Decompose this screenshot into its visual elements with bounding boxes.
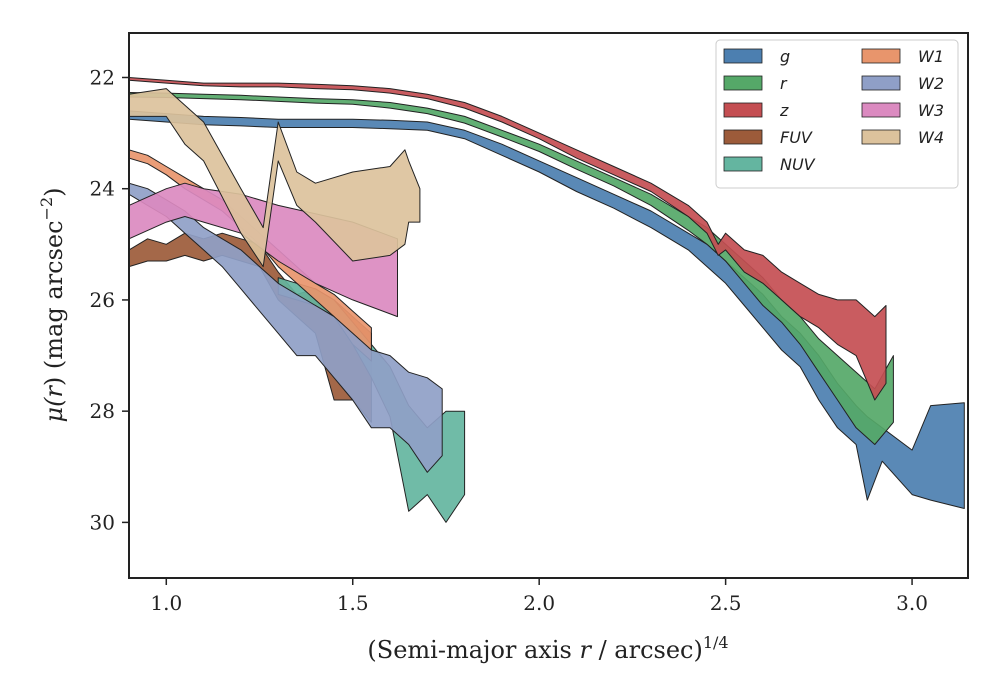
legend-label-w4: W4 (918, 128, 944, 147)
legend-swatch-nuv (723, 156, 763, 172)
band-r (129, 92, 894, 445)
y-tick-label: 22 (90, 65, 115, 89)
y-tick-label: 30 (90, 510, 115, 534)
legend-swatch-w2 (861, 75, 901, 91)
x-tick-label: 1.0 (150, 591, 182, 615)
legend-label-z: z (779, 101, 789, 120)
legend-label-g: g (780, 47, 790, 66)
y-axis-label: μ(r) (mag arcsec−2) (37, 187, 68, 422)
legend-label-w2: W2 (918, 74, 944, 93)
legend-label-r: r (780, 74, 788, 93)
legend-label-w3: W3 (918, 101, 944, 120)
y-tick-label: 28 (90, 399, 115, 423)
x-axis-ticks: 1.0 1.5 2.0 2.5 3.0 (150, 578, 928, 615)
legend-swatch-w3 (861, 102, 901, 118)
band-series-group (129, 77, 965, 523)
legend-swatch-w1 (861, 48, 901, 64)
legend-swatch-fuv (723, 129, 763, 145)
x-tick-label: 1.5 (337, 591, 369, 615)
x-axis-label: (Semi-major axis r / arcsec)1/4 (367, 633, 728, 664)
x-tick-label: 3.0 (896, 591, 928, 615)
y-tick-label: 24 (90, 177, 115, 201)
legend-label-fuv: FUV (780, 128, 813, 147)
band-w3 (129, 182, 398, 318)
legend-swatch-r (723, 75, 763, 91)
band-w4 (129, 88, 421, 268)
legend: grz FUV NUV W1 W2 W3 W4 (715, 39, 959, 189)
legend-label-w1: W1 (918, 47, 944, 66)
legend-swatch-g (723, 48, 763, 64)
legend-swatch-w4 (861, 129, 901, 145)
y-tick-label: 26 (90, 288, 115, 312)
y-axis-ticks: 22 24 26 28 30 (90, 65, 129, 534)
x-tick-label: 2.0 (523, 591, 555, 615)
band-w2 (129, 182, 443, 473)
plot-frame (128, 32, 969, 579)
x-tick-label: 2.5 (710, 591, 742, 615)
legend-label-nuv: NUV (780, 155, 816, 174)
band-g (129, 110, 965, 509)
legend-swatch-z (723, 102, 763, 118)
band-z (129, 77, 887, 401)
